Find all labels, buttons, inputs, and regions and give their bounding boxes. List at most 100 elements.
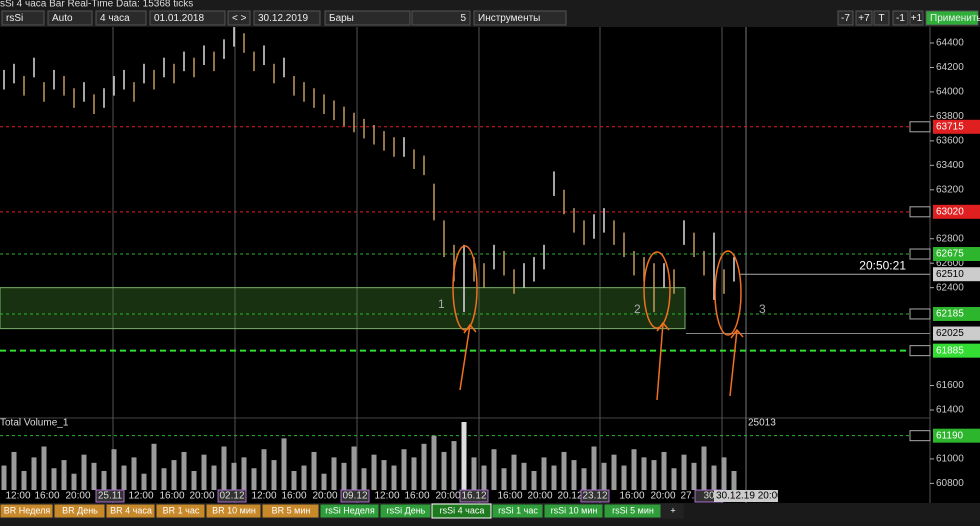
volume-bar bbox=[731, 470, 737, 490]
volume-bar bbox=[581, 468, 587, 490]
volume-bar bbox=[411, 457, 417, 490]
level-label: 61885 bbox=[936, 345, 964, 356]
volume-bar bbox=[531, 470, 537, 490]
toolbar-control[interactable] bbox=[873, 10, 890, 26]
volume-label: Total Volume_1 bbox=[0, 418, 69, 429]
tab[interactable] bbox=[661, 503, 684, 519]
toolbar-control[interactable] bbox=[47, 10, 93, 26]
volume-bar bbox=[211, 465, 217, 490]
toolbar-control[interactable] bbox=[411, 10, 471, 26]
tab[interactable] bbox=[431, 503, 492, 519]
tab[interactable] bbox=[491, 503, 544, 519]
time-highlight bbox=[340, 489, 370, 503]
volume-bar bbox=[1, 465, 7, 490]
volume-bar bbox=[661, 451, 667, 490]
time-label: 20:00 bbox=[435, 491, 460, 502]
tab-label: BR 4 часа bbox=[110, 505, 152, 515]
annotation-ellipse bbox=[643, 251, 671, 329]
tab[interactable] bbox=[603, 503, 662, 519]
arrow-head bbox=[463, 323, 477, 334]
toolbar-control[interactable] bbox=[253, 10, 321, 26]
toolbar-label: T bbox=[878, 13, 884, 24]
cursor-time: 30.12.19 20:00 bbox=[716, 491, 783, 502]
toolbar-control[interactable] bbox=[1, 10, 45, 26]
tab[interactable] bbox=[205, 503, 262, 519]
volume-bar bbox=[651, 460, 657, 490]
arrow-head bbox=[730, 328, 744, 339]
tab-label: + bbox=[670, 505, 675, 515]
toolbar-label: -1 bbox=[896, 13, 905, 24]
time-label: 23.12 bbox=[582, 491, 607, 502]
volume-bar bbox=[511, 454, 517, 490]
time-label: 16:00 bbox=[34, 491, 59, 502]
tab[interactable] bbox=[155, 503, 206, 519]
volume-bar bbox=[71, 473, 77, 490]
time-label: 12:00 bbox=[251, 491, 276, 502]
volume-bar bbox=[31, 457, 37, 490]
volume-bar bbox=[561, 451, 567, 490]
tab[interactable] bbox=[379, 503, 432, 519]
level-lock[interactable] bbox=[909, 206, 931, 218]
volume-bar bbox=[231, 462, 237, 490]
level-lock[interactable] bbox=[909, 308, 931, 320]
level-label-bg bbox=[933, 306, 980, 321]
volume-bar bbox=[291, 470, 297, 490]
tab[interactable] bbox=[543, 503, 604, 519]
time-label: 30 bbox=[703, 491, 715, 502]
toolbar-control[interactable] bbox=[95, 10, 147, 26]
time-label: 20:00 bbox=[189, 491, 214, 502]
level-lock[interactable] bbox=[909, 248, 931, 260]
time-label: 20:00 bbox=[312, 491, 337, 502]
tab-label: BR 5 мин bbox=[272, 505, 311, 515]
volume-bar bbox=[171, 460, 177, 490]
level-lock[interactable] bbox=[909, 121, 931, 133]
toolbar-label: 01.01.2018 bbox=[154, 13, 204, 24]
time-highlight bbox=[459, 489, 489, 503]
volume-bar bbox=[401, 449, 407, 490]
toolbar-control[interactable] bbox=[837, 10, 854, 26]
price-tick-label: 63200 bbox=[936, 184, 964, 195]
volume-bar bbox=[81, 454, 87, 490]
volume-bar bbox=[671, 468, 677, 490]
volume-bar bbox=[721, 457, 727, 490]
volume-bar bbox=[701, 446, 707, 490]
volume-bar bbox=[621, 465, 627, 490]
toolbar-control[interactable] bbox=[925, 10, 979, 26]
time-label: 16.12 bbox=[461, 491, 486, 502]
time-label: 09.12 bbox=[342, 491, 367, 502]
level-lock[interactable] bbox=[909, 345, 931, 357]
reference-bg bbox=[933, 326, 980, 341]
volume-bar bbox=[351, 446, 357, 490]
annotation-ellipse bbox=[452, 245, 478, 331]
tab[interactable] bbox=[319, 503, 380, 519]
toolbar-control[interactable] bbox=[227, 10, 251, 26]
volume-bar bbox=[551, 465, 557, 490]
toolbar-control[interactable] bbox=[149, 10, 226, 26]
volume-bar bbox=[241, 457, 247, 490]
toolbar-control[interactable] bbox=[473, 10, 567, 26]
clock: 20:50:21 bbox=[859, 258, 906, 272]
time-label: 12:00 bbox=[374, 491, 399, 502]
toolbar-control[interactable] bbox=[892, 10, 909, 26]
tab[interactable] bbox=[0, 503, 54, 519]
tab[interactable] bbox=[105, 503, 156, 519]
toolbar-control[interactable] bbox=[909, 10, 924, 26]
toolbar-control[interactable] bbox=[324, 10, 411, 26]
volume-bar bbox=[341, 462, 347, 490]
volume-bar bbox=[451, 441, 457, 490]
volume-bar bbox=[151, 443, 157, 490]
level-label-bg bbox=[933, 343, 980, 358]
level-label-bg bbox=[933, 204, 980, 219]
time-highlight bbox=[95, 489, 125, 503]
annotation-number: 3 bbox=[759, 302, 766, 316]
tab[interactable] bbox=[53, 503, 106, 519]
toolbar-label: Бары bbox=[329, 13, 354, 24]
tab[interactable] bbox=[261, 503, 320, 519]
volume-bar bbox=[441, 451, 447, 490]
level-lock[interactable] bbox=[909, 430, 931, 442]
toolbar-control[interactable] bbox=[855, 10, 873, 26]
price-tick-label: 63600 bbox=[936, 136, 964, 147]
toolbar-label: rsSi bbox=[6, 13, 23, 24]
support-zone bbox=[0, 287, 686, 330]
